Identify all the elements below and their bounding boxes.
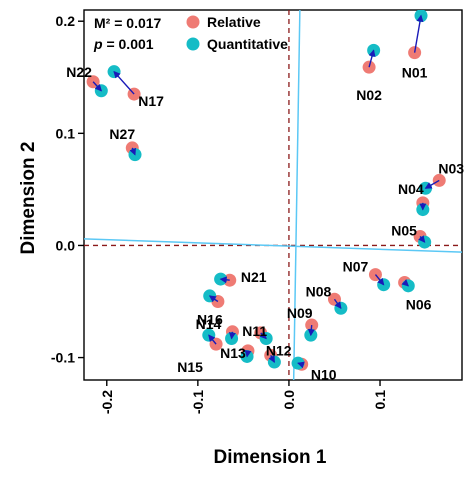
p-value: = 0.001 [103, 36, 154, 52]
legend-quantitative-marker [186, 37, 200, 51]
p-symbol: p [93, 36, 103, 52]
shift-arrow-n07 [374, 274, 385, 286]
point-label-n01: N01 [402, 65, 428, 81]
point-label-n08: N08 [306, 283, 332, 299]
x-tick-label: -0.1 [190, 390, 206, 414]
x-tick-label: 0.0 [281, 390, 297, 410]
point-label-n12: N12 [266, 342, 292, 358]
y-tick-label: 0.0 [56, 237, 76, 253]
m2-statistic: M² = 0.017 [94, 15, 162, 31]
x-tick-label: 0.1 [372, 390, 388, 410]
shift-arrow-n01 [413, 14, 424, 53]
shift-arrow-n02 [368, 49, 376, 68]
x-tick-label: -0.2 [99, 390, 115, 414]
point-label-n13: N13 [220, 345, 246, 361]
shift-arrow-n17 [113, 70, 135, 95]
point-label-n09: N09 [287, 305, 313, 321]
shift-arrow-n15 [208, 334, 217, 345]
y-tick-label: 0.1 [56, 125, 76, 141]
shift-arrow-n11 [259, 331, 267, 340]
point-label-n21: N21 [241, 269, 267, 285]
point-label-n22: N22 [66, 64, 92, 80]
point-label-n02: N02 [356, 87, 382, 103]
point-label-n03: N03 [438, 160, 464, 176]
regression-line [292, 10, 301, 380]
shift-arrow-n22 [92, 81, 102, 92]
regression-line [84, 238, 462, 253]
shift-arrow-n21 [219, 276, 230, 284]
y-axis-label: Dimension 2 [18, 142, 39, 255]
shift-arrow-n08 [333, 298, 342, 310]
y-tick-label: 0.2 [56, 13, 76, 29]
point-label-n14: N14 [196, 316, 222, 332]
shift-arrow-n27 [129, 147, 136, 156]
shift-arrow-n05 [418, 235, 426, 243]
x-axis-label: Dimension 1 [214, 447, 327, 468]
shift-arrow-n13 [244, 349, 252, 358]
legend-quantitative-label: Quantitative [207, 36, 288, 52]
point-label-n16: N16 [197, 312, 223, 328]
shift-arrow-n03 [424, 179, 440, 189]
point-label-n07: N07 [343, 259, 369, 275]
shift-arrow-n10 [297, 361, 305, 369]
point-label-n17: N17 [138, 93, 164, 109]
shift-arrow-n12 [268, 354, 275, 363]
shift-arrow-n16 [208, 295, 219, 303]
point-label-n15: N15 [177, 359, 203, 375]
y-tick-label: -0.1 [51, 350, 75, 366]
p-value-statistic: p = 0.001 [93, 36, 154, 52]
point-label-n11: N11 [242, 323, 267, 339]
legend-relative-marker [186, 15, 200, 29]
point-label-n05: N05 [391, 222, 417, 238]
point-label-n04: N04 [398, 181, 424, 197]
shift-arrow-n09 [307, 324, 315, 337]
point-label-n27: N27 [109, 126, 135, 142]
point-label-n06: N06 [406, 296, 432, 312]
quantitative-point-n01 [414, 10, 428, 23]
legend-relative-label: Relative [207, 14, 261, 30]
shift-arrow-n14 [228, 331, 236, 340]
plot-frame [83, 9, 463, 381]
point-label-n10: N10 [311, 366, 337, 382]
shift-arrow-n06 [401, 279, 409, 287]
